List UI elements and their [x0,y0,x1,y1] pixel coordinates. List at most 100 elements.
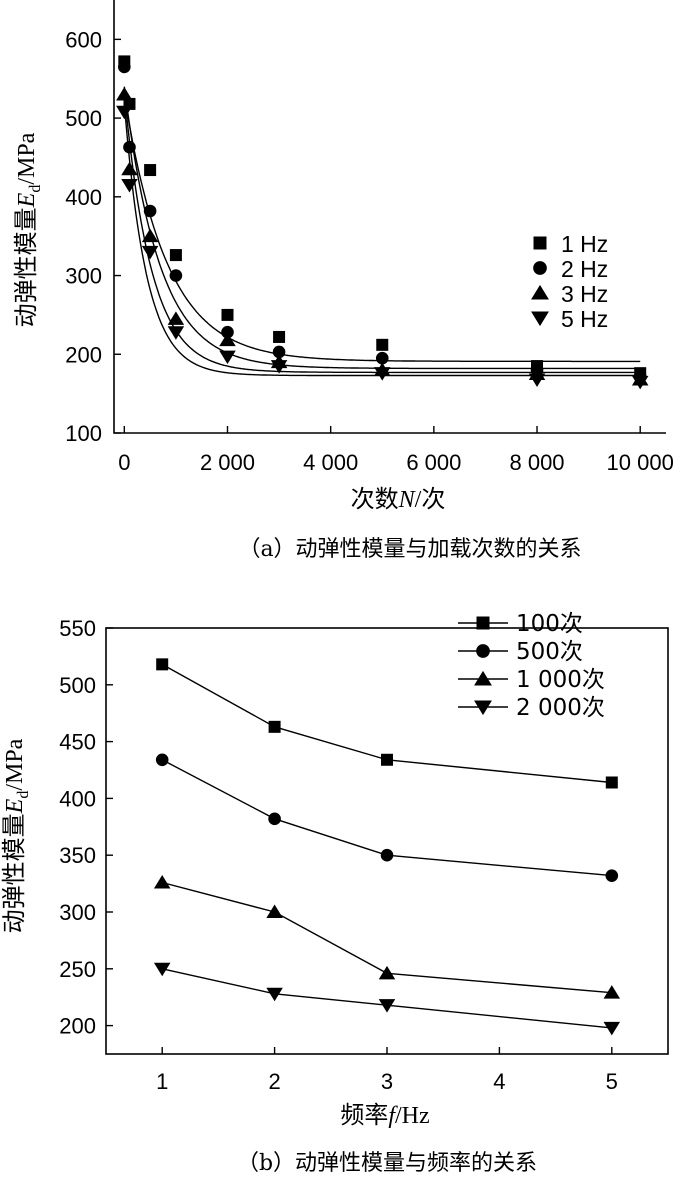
data-point [266,904,283,918]
data-point [605,869,619,882]
legend-marker [531,311,549,327]
data-point [219,350,236,365]
data-point [121,179,138,193]
data-point [272,345,286,359]
legend-label: 2 Hz [561,256,608,282]
x-tick-label: 3 [381,1069,393,1094]
data-point [116,105,133,120]
y-tick-label: 500 [59,673,96,698]
x-tick-label: 5 [606,1069,618,1094]
caption-b: （b）动弹性模量与频率的关系 [237,1151,537,1176]
y-tick-label: 100 [65,421,102,446]
x-tick-label: 6 000 [406,450,461,475]
x-tick-label: 4 [493,1069,505,1094]
data-point [603,985,621,999]
legend-label: 1 000次 [516,667,605,693]
y-tick-label: 350 [59,843,96,868]
data-markers [116,55,649,390]
data-markers [153,658,621,1036]
data-point [268,720,281,733]
data-point [266,987,283,1002]
legend-label: 500次 [516,639,583,665]
data-point [144,164,157,177]
series-line [162,968,612,1029]
data-point [169,249,182,262]
legend-label: 100次 [516,611,583,637]
x-tick-label: 10 000 [607,450,674,475]
data-point [380,848,394,862]
legend-marker [533,261,547,275]
y-tick-label: 300 [59,900,96,925]
x-tick-label: 8 000 [509,450,564,475]
y-tick-label: 400 [65,185,102,210]
data-point [268,812,281,826]
data-point [219,332,236,347]
data-point [605,776,618,789]
x-ticks: 1 2 3 4 5 [156,1047,618,1094]
data-point [381,753,393,766]
data-point [273,330,286,343]
data-point [167,311,185,325]
x-tick-label: 2 000 [200,450,255,475]
y-tick-label: 600 [65,27,102,52]
y-axis-title: 动弹性模量Ed/MPa [13,132,44,327]
data-point [528,373,546,387]
panel-a-chart: 100 200 300 400 500 600 0 2 000 4 000 6 000 8 000… [13,0,674,562]
x-tick-label: 0 [118,450,130,475]
x-tick-label: 1 [156,1069,168,1094]
legend-marker [476,644,490,658]
series-line [161,759,612,877]
data-point [141,245,159,260]
data-point [378,965,396,980]
y-ticks: 200 250 300 350 400 450 500 550 [59,616,113,1039]
data-point [156,658,169,671]
data-point [116,86,133,101]
data-point [153,962,171,977]
x-tick-label: 4 000 [303,450,358,475]
data-point [374,367,391,381]
data-point [169,269,183,282]
legend-marker [476,616,490,630]
legend-marker [474,670,492,686]
y-tick-label: 200 [65,342,102,367]
y-tick-label: 400 [59,786,96,811]
y-tick-label: 550 [59,616,96,641]
legend-label: 5 Hz [561,306,608,332]
x-axis-title: 次数N/次 [351,486,446,513]
legend-label: 1 Hz [561,231,608,257]
y-tick-label: 200 [59,1014,96,1039]
data-point [167,326,185,340]
y-tick-label: 450 [59,730,96,755]
data-point [155,753,169,767]
legend-marker [533,236,547,250]
data-point [376,338,389,351]
series-line [162,881,612,994]
data-point [153,874,171,889]
data-point [121,161,138,176]
data-point [270,360,288,374]
data-point [221,308,234,321]
caption-a: （a）动弹性模量与加载次数的关系 [238,537,581,562]
y-tick-label: 300 [65,264,102,289]
y-tick-label: 250 [59,957,96,982]
legend-label: 3 Hz [561,281,608,307]
legend: 1 Hz2 Hz3 Hz5 Hz [531,231,608,332]
x-tick-label: 2 [268,1069,280,1094]
x-axis-title: 频率f/Hz [340,1102,429,1129]
data-point [221,325,234,339]
y-axis-title: 动弹性模量Ed/MPa [1,738,32,933]
legend-label: 2 000次 [516,695,605,721]
y-tick-label: 500 [65,106,102,131]
data-point [123,140,136,154]
data-point [378,999,396,1013]
data-point [143,204,157,218]
data-point [603,1021,621,1036]
legend-marker [531,284,549,300]
legend-marker [474,700,492,716]
series-line [161,663,612,784]
data-point [141,228,159,243]
data-point [375,351,389,365]
